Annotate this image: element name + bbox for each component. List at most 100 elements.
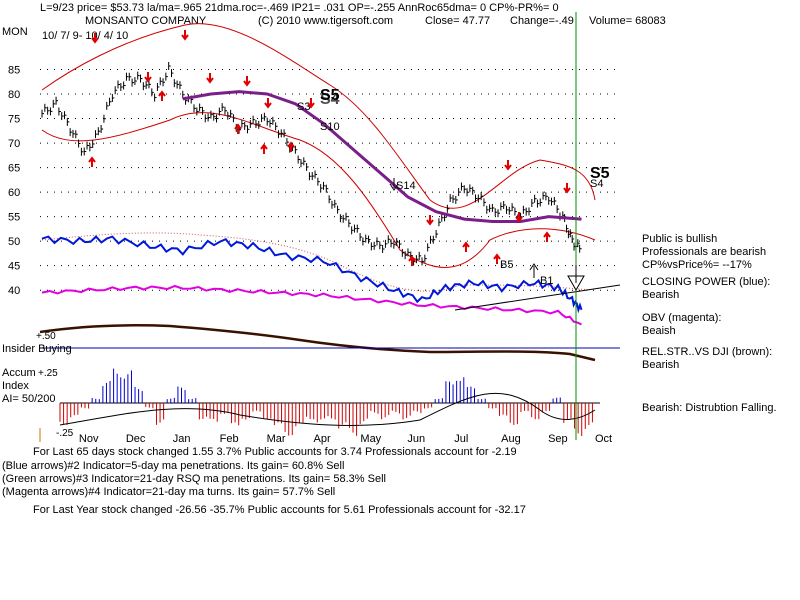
red-down-arrow	[426, 215, 434, 226]
price-tick-label: 45	[8, 261, 20, 273]
red-up-arrow	[158, 90, 166, 101]
month-axis-labels: Nov Dec Jan Feb Mar Apr May Jun Jul Aug Sep Oct	[79, 433, 612, 445]
footer-line1: For Last 65 days stock changed 1.55 3.7%…	[33, 446, 517, 458]
accum-tick-top: +.25	[38, 368, 58, 379]
month-label-sep: Sep	[548, 433, 568, 445]
red-up-arrow	[462, 241, 470, 252]
price-tick-label: 50	[8, 236, 20, 248]
signal-b1: B1	[540, 275, 553, 287]
red-down-arrow	[515, 212, 523, 223]
copyright: (C) 2010 www.tigersoft.com	[258, 15, 393, 27]
obv-value: Beaish	[642, 325, 676, 337]
footer-line2: (Blue arrows)#2 Indicator=5-day ma penet…	[2, 460, 345, 472]
accum-tick-bottom: -.25	[56, 428, 74, 439]
red-down-arrow	[181, 30, 189, 41]
side-notes: Public is bullish Professionals are bear…	[642, 233, 800, 272]
footer-line5: For Last Year stock changed -26.56 -35.7…	[33, 504, 526, 516]
upper-band	[41, 23, 596, 209]
month-label-may: May	[360, 433, 381, 445]
signal-s5-top: S5	[320, 87, 340, 104]
price-tick-label: 55	[8, 212, 20, 224]
closing-power-line	[41, 235, 583, 314]
accum-label-3: AI= 50/200	[2, 393, 56, 405]
insider-label: Insider Buying	[2, 343, 72, 355]
red-up-arrow	[88, 156, 96, 167]
month-label-mar: Mar	[267, 433, 286, 445]
footer-line3: (Green arrows)#3 Indicator=21-day RSQ ma…	[2, 473, 386, 485]
accum-label-1: Accum	[2, 367, 36, 379]
price-tick-label: 75	[8, 114, 20, 126]
signal-s14: S14	[396, 180, 416, 192]
red-down-arrow	[264, 98, 272, 109]
red-down-arrow	[206, 73, 214, 84]
footer-line4: (Magenta arrows)#4 Indicator=21-day ma t…	[2, 486, 336, 498]
blue-overlay-dots	[41, 232, 591, 292]
price-tick-label: 80	[8, 89, 20, 101]
red-up-arrow	[493, 253, 501, 264]
month-label-nov: Nov	[79, 433, 99, 445]
red-up-arrow	[408, 255, 416, 266]
obv-line	[41, 284, 582, 326]
month-label-dec: Dec	[126, 433, 146, 445]
month-label-oct: Oct	[595, 433, 612, 445]
red-down-arrow	[504, 160, 512, 171]
accum-index-bars	[59, 368, 593, 436]
signal-s5-right: S5	[590, 165, 610, 182]
public-note: Public is bullish	[642, 233, 718, 245]
professionals-note: Professionals are bearish	[642, 246, 767, 258]
relstr-label: REL.STR..VS DJI (brown):	[642, 346, 773, 358]
signal-s3: S3	[297, 101, 310, 113]
month-label-apr: Apr	[314, 433, 331, 445]
signal-s10: S10	[320, 121, 340, 133]
accum-ma-line	[59, 392, 596, 426]
month-label-jul: Jul	[454, 433, 468, 445]
lower-band	[41, 112, 596, 268]
red-down-arrow	[91, 33, 99, 44]
relstr-note: REL.STR..VS DJI (brown): Bearish	[642, 346, 800, 372]
month-label-aug: Aug	[501, 433, 521, 445]
price-tick-label: 70	[8, 138, 20, 150]
price-axis-ticks: 85 80 75 70 65 60 55 50 45 40	[8, 65, 20, 298]
moving-average-line	[182, 90, 582, 223]
red-down-arrow	[307, 98, 315, 109]
change-value: Change=-.49	[510, 15, 574, 27]
red-down-arrow	[243, 76, 251, 87]
company-name: MONSANTO COMPANY	[85, 15, 207, 27]
red-down-arrow	[563, 183, 571, 194]
red-up-arrow	[234, 123, 242, 134]
closing-power-note: CLOSING POWER (blue): Bearish	[642, 276, 800, 302]
obv-label: OBV (magenta):	[642, 312, 722, 324]
final-down-arrow	[567, 265, 585, 292]
close-value: Close= 47.77	[425, 15, 490, 27]
month-label-jan: Jan	[173, 433, 191, 445]
relstr-line	[39, 324, 596, 362]
s14-down-arrow	[389, 178, 399, 191]
price-tick-label: 65	[8, 163, 20, 175]
red-up-arrow	[287, 141, 295, 152]
date-range: 10/ 7/ 9- 10/ 4/ 10	[42, 30, 128, 42]
b1-up-arrow	[529, 263, 539, 278]
red-up-arrow	[543, 231, 551, 242]
signal-s4-top: S4	[320, 91, 340, 108]
relstr-tick: +.50	[36, 331, 56, 342]
price-tick-label: 60	[8, 187, 20, 199]
trend-line	[454, 284, 621, 311]
month-label-feb: Feb	[220, 433, 239, 445]
header-line1: L=9/23 price= $53.73 la/ma=.965 21dma.ro…	[40, 2, 559, 14]
volume-value: Volume= 68083	[589, 15, 666, 27]
price-tick-label: 40	[8, 285, 20, 297]
accum-note: Bearish: Distrubtion Falling.	[642, 402, 777, 414]
signal-b5: B5	[500, 259, 513, 271]
signal-arrows	[88, 30, 571, 266]
price-grid	[40, 69, 620, 291]
red-down-arrow	[144, 72, 152, 83]
closing-power-label: CLOSING POWER (blue):	[642, 276, 771, 288]
cp-vs-price-note: CP%vsPrice%= --17%	[642, 259, 752, 271]
relstr-value: Bearish	[642, 359, 680, 371]
signal-s4-right: S4	[590, 178, 603, 190]
ticker: MON	[2, 26, 28, 38]
obv-note: OBV (magenta): Beaish	[642, 312, 800, 338]
accum-label-2: Index	[2, 380, 29, 392]
month-label-jun: Jun	[407, 433, 425, 445]
